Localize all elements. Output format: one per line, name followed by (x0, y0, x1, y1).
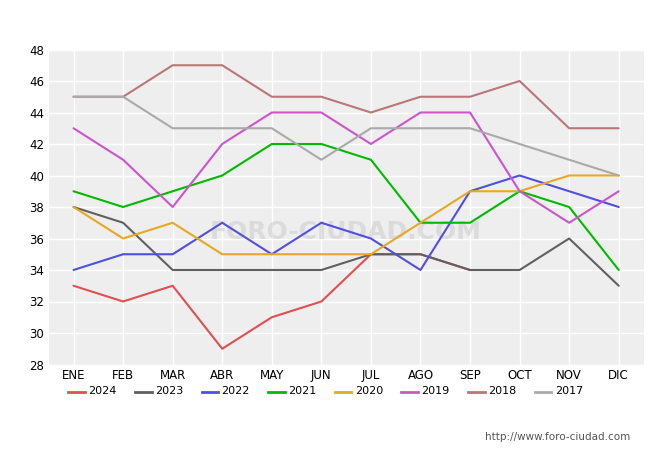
Text: http://www.foro-ciudad.com: http://www.foro-ciudad.com (486, 432, 630, 441)
Text: 2020: 2020 (355, 387, 383, 396)
Text: 2021: 2021 (288, 387, 317, 396)
Text: 2018: 2018 (488, 387, 516, 396)
Text: 2017: 2017 (554, 387, 583, 396)
Text: 2019: 2019 (421, 387, 450, 396)
Text: FORO-CIUDAD.COM: FORO-CIUDAD.COM (210, 220, 482, 244)
Text: 2022: 2022 (222, 387, 250, 396)
Text: 2023: 2023 (155, 387, 183, 396)
Text: 2024: 2024 (88, 387, 117, 396)
Text: Afiliados en Senés a 30/9/2024: Afiliados en Senés a 30/9/2024 (196, 10, 454, 28)
